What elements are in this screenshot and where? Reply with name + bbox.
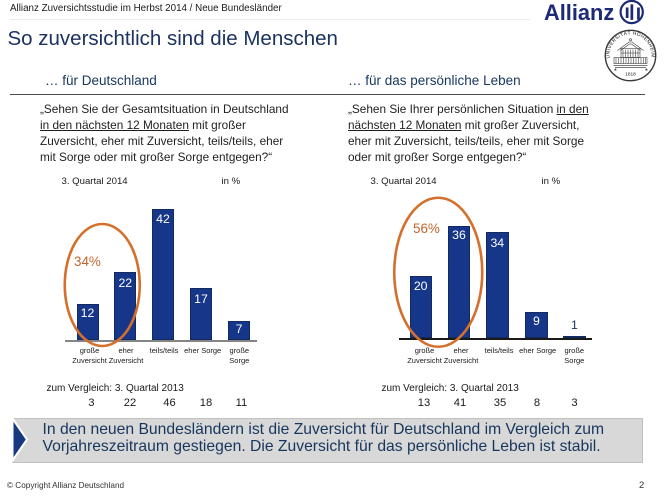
svg-text:∗: ∗ <box>645 67 649 72</box>
svg-text:1818: 1818 <box>625 72 636 78</box>
svg-text:∗: ∗ <box>614 67 618 72</box>
